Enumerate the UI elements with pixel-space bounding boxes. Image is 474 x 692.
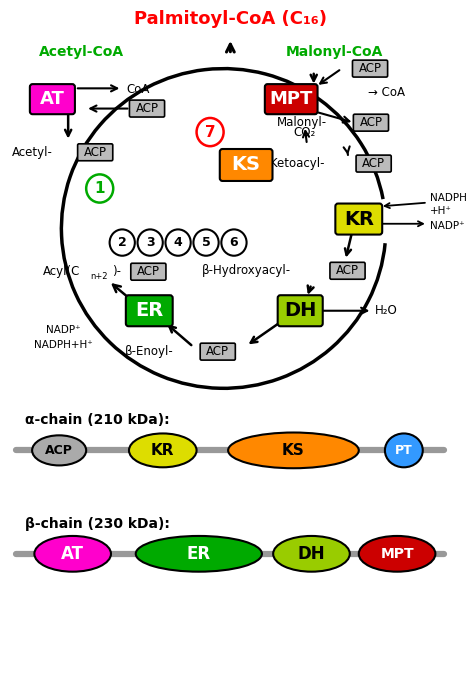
Ellipse shape <box>35 536 111 572</box>
FancyBboxPatch shape <box>354 114 389 131</box>
Text: 1: 1 <box>94 181 105 196</box>
FancyBboxPatch shape <box>335 203 382 235</box>
Circle shape <box>197 118 224 146</box>
Text: Acyl(C: Acyl(C <box>44 265 81 278</box>
FancyBboxPatch shape <box>220 149 273 181</box>
Text: 5: 5 <box>201 236 210 249</box>
Text: NADP⁺: NADP⁺ <box>429 221 464 231</box>
Text: ACP: ACP <box>362 157 385 170</box>
Text: CoA: CoA <box>126 83 150 96</box>
Text: 2: 2 <box>118 236 127 249</box>
FancyBboxPatch shape <box>200 343 235 360</box>
Text: ACP: ACP <box>336 264 359 277</box>
Text: NADP⁺: NADP⁺ <box>46 325 81 334</box>
Text: DH: DH <box>298 545 325 563</box>
Text: CO₂: CO₂ <box>293 125 316 138</box>
Ellipse shape <box>359 536 436 572</box>
Circle shape <box>221 230 246 256</box>
Circle shape <box>137 230 163 256</box>
FancyBboxPatch shape <box>353 60 388 77</box>
Text: NADPH: NADPH <box>429 193 466 203</box>
FancyBboxPatch shape <box>265 84 318 114</box>
Text: MPT: MPT <box>380 547 414 561</box>
Text: ACP: ACP <box>136 102 158 115</box>
Text: n+2: n+2 <box>90 272 108 281</box>
Text: 4: 4 <box>174 236 182 249</box>
Text: KR: KR <box>151 443 174 458</box>
Text: H₂O: H₂O <box>374 304 397 317</box>
Text: AT: AT <box>40 90 65 108</box>
Text: Malonyl-CoA: Malonyl-CoA <box>285 45 383 59</box>
Ellipse shape <box>32 435 86 466</box>
Text: KS: KS <box>282 443 305 458</box>
Ellipse shape <box>385 433 423 467</box>
Text: ACP: ACP <box>206 345 229 358</box>
FancyBboxPatch shape <box>131 263 166 280</box>
Text: Malonyl-: Malonyl- <box>277 116 327 129</box>
Text: ACP: ACP <box>358 62 382 75</box>
Ellipse shape <box>136 536 262 572</box>
Circle shape <box>165 230 191 256</box>
Text: 7: 7 <box>205 125 215 140</box>
Text: NADPH+H⁺: NADPH+H⁺ <box>34 340 93 350</box>
Text: ACP: ACP <box>359 116 383 129</box>
Circle shape <box>86 174 113 203</box>
Text: β-Hydroxyacyl-: β-Hydroxyacyl- <box>202 264 291 277</box>
Circle shape <box>109 230 135 256</box>
Text: Acetyl-: Acetyl- <box>11 146 53 158</box>
Text: ER: ER <box>135 301 164 320</box>
Text: β-chain (230 kDa):: β-chain (230 kDa): <box>25 517 170 531</box>
Text: β-Ketoacyl-: β-Ketoacyl- <box>258 157 325 170</box>
Text: → CoA: → CoA <box>368 86 405 98</box>
Ellipse shape <box>129 433 197 467</box>
Circle shape <box>193 230 219 256</box>
Text: ACP: ACP <box>45 444 73 457</box>
Text: ER: ER <box>187 545 211 563</box>
Text: )-: )- <box>112 265 121 278</box>
Text: KS: KS <box>232 156 261 174</box>
Text: α-chain (210 kDa):: α-chain (210 kDa): <box>25 413 170 427</box>
FancyBboxPatch shape <box>330 262 365 280</box>
Text: Palmitoyl-CoA (C₁₆): Palmitoyl-CoA (C₁₆) <box>134 10 327 28</box>
Text: ACP: ACP <box>84 146 107 158</box>
Text: DH: DH <box>284 301 316 320</box>
FancyBboxPatch shape <box>126 295 173 326</box>
Text: β-Enoyl-: β-Enoyl- <box>125 345 174 358</box>
Text: +H⁺: +H⁺ <box>429 206 451 216</box>
Text: KR: KR <box>344 210 374 228</box>
Text: 3: 3 <box>146 236 155 249</box>
FancyBboxPatch shape <box>356 155 391 172</box>
Text: ACP: ACP <box>137 265 160 278</box>
Text: 6: 6 <box>230 236 238 249</box>
FancyBboxPatch shape <box>278 295 323 326</box>
FancyBboxPatch shape <box>78 144 113 161</box>
FancyBboxPatch shape <box>30 84 75 114</box>
Text: MPT: MPT <box>270 90 313 108</box>
Text: PT: PT <box>395 444 413 457</box>
Text: AT: AT <box>61 545 84 563</box>
Ellipse shape <box>273 536 350 572</box>
Ellipse shape <box>228 432 359 468</box>
FancyBboxPatch shape <box>129 100 164 117</box>
Text: Acetyl-CoA: Acetyl-CoA <box>39 45 124 59</box>
